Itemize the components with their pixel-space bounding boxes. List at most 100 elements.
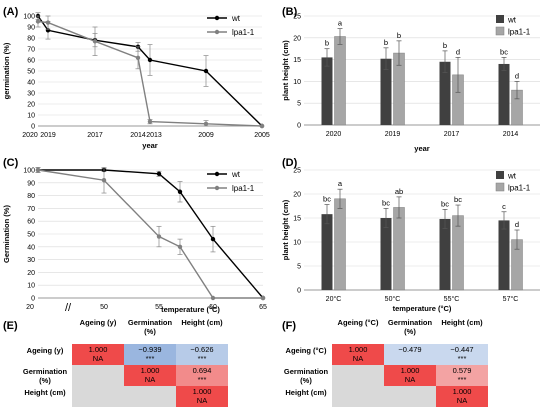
significance-letter: b (397, 31, 401, 40)
panel-letter-d: (D) (282, 157, 298, 169)
x-tick-label: 50°C (385, 295, 401, 303)
significance-value: *** (145, 353, 155, 363)
column-header: Height (cm) (181, 318, 223, 327)
correlation-cell: −0.939 *** (124, 344, 176, 365)
y-tick-label: 60 (27, 58, 35, 65)
y-axis-label: plant height (cm) (281, 40, 290, 101)
y-tick-label: 20 (293, 192, 301, 199)
panel-letter-c: (C) (3, 157, 19, 169)
bar-wt (321, 214, 333, 290)
significance-letter: c (502, 202, 506, 211)
data-point-lpa1-1 (147, 119, 153, 124)
y-tick-label: 90 (27, 25, 35, 32)
empty-cell (124, 386, 176, 407)
bar-wt (380, 58, 392, 126)
series-line-lpa1-1 (37, 169, 263, 299)
panel-letter-f: (F) (282, 320, 297, 332)
correlation-cell: 0.579 *** (436, 365, 488, 386)
chart-d-bar-plot: 0 5 10 15 20 25 plant height (cm) temperature (… (281, 168, 540, 313)
y-tick-label: 90 (27, 180, 35, 187)
correlation-value: 0.694 (192, 366, 212, 375)
y-tick-label: 60 (27, 219, 35, 226)
significance-letter: b (443, 41, 447, 50)
data-point-lpa1-1 (177, 244, 183, 249)
correlation-table-e: Ageing (y) Germination (%) Height (cm) Agei… (0, 318, 275, 416)
empty-cell (332, 386, 384, 407)
y-tick-label: 30 (27, 91, 35, 98)
legend-marker-wt (214, 171, 220, 177)
y-tick-label: 30 (27, 257, 35, 264)
x-tick-label: 57°C (503, 295, 519, 303)
legend-marker-wt (214, 15, 220, 21)
panel-letter-a: (A) (3, 6, 19, 18)
data-point-wt (177, 189, 183, 194)
correlation-cell: −0.626 *** (176, 344, 228, 365)
y-tick-label: 40 (27, 244, 35, 251)
data-point-lpa1-1 (92, 39, 98, 44)
significance-letter: bc (454, 195, 462, 204)
bar-lpa1-1 (452, 215, 464, 291)
x-tick-label: 2014 (503, 131, 519, 138)
empty-cell (72, 365, 124, 386)
significance-letter: d (515, 220, 519, 229)
y-tick-label: 10 (27, 283, 35, 290)
data-point-wt (210, 236, 216, 242)
data-point-wt (203, 68, 209, 74)
y-tick-label: 70 (27, 206, 35, 213)
empty-cell (72, 386, 124, 407)
significance-value: NA (144, 374, 156, 384)
x-tick-label: 2017 (87, 132, 103, 139)
significance-value: NA (456, 395, 468, 405)
data-point-lpa1-1 (35, 19, 41, 24)
data-point-lpa1-1 (135, 55, 141, 60)
panel-letter-e: (E) (3, 320, 18, 332)
y-axis-label: Germination (%) (2, 205, 11, 263)
y-tick-label: 25 (293, 14, 301, 21)
correlation-cell: 1.000 NA (72, 344, 124, 365)
series-line-wt (38, 169, 264, 299)
bar-lpa1-1 (393, 207, 405, 291)
x-tick-label: 2019 (40, 132, 56, 139)
y-tick-label: 100 (23, 168, 35, 175)
significance-letter: bc (500, 47, 508, 56)
y-tick-label: 25 (293, 168, 301, 175)
legend-swatch-lpa1-1 (495, 182, 505, 192)
significance-letter: bc (323, 195, 331, 204)
y-axis-label: plant height (cm) (281, 199, 290, 260)
column-header: Germination (%) (387, 318, 433, 336)
x-tick-label: 55 (155, 304, 163, 311)
y-tick-label: 50 (27, 232, 35, 239)
bar-wt (439, 61, 451, 125)
data-point-lpa1-1 (203, 121, 209, 127)
legend-label-wt: wt (231, 14, 241, 23)
y-tick-label: 0 (297, 123, 301, 130)
significance-letter: d (515, 71, 519, 80)
bar-lpa1-1 (334, 36, 346, 126)
significance-letter: b (384, 38, 388, 47)
column-header: Ageing (°C) (337, 318, 379, 327)
legend-label-lpa1-1: lpa1-1 (232, 184, 255, 193)
significance-value: NA (404, 374, 416, 384)
significance-value: *** (457, 374, 467, 384)
correlation-table-f: Ageing (°C) Germination (%) Height (cm) Age… (278, 318, 550, 416)
legend-marker-lpa1-1 (214, 29, 220, 35)
y-tick-label: 20 (27, 102, 35, 109)
chart-c-line-plot: 0 10 20 30 40 50 60 70 80 90 100 Germination (%) tem… (2, 167, 267, 314)
significance-value: *** (197, 353, 207, 363)
x-axis-label: temperature (°C) (393, 304, 452, 313)
bar-wt (380, 218, 392, 290)
correlation-value: 1.000 (140, 366, 160, 375)
x-tick-label: 55°C (444, 295, 460, 303)
x-tick-label: 20 (26, 304, 34, 311)
significance-letter: b (325, 39, 329, 48)
correlation-cell: −0.447 *** (436, 344, 488, 365)
data-point-wt (147, 57, 153, 63)
correlation-value: 1.000 (88, 345, 108, 354)
legend-label-lpa1-1: lpa1-1 (508, 28, 531, 37)
legend-swatch-lpa1-1 (495, 26, 505, 36)
correlation-cell: 0.694 *** (176, 365, 228, 386)
correlation-value: 1.000 (192, 387, 212, 396)
legend-label-wt: wt (507, 16, 517, 25)
y-tick-label: 80 (27, 36, 35, 43)
panel-letter-b: (B) (282, 6, 298, 18)
